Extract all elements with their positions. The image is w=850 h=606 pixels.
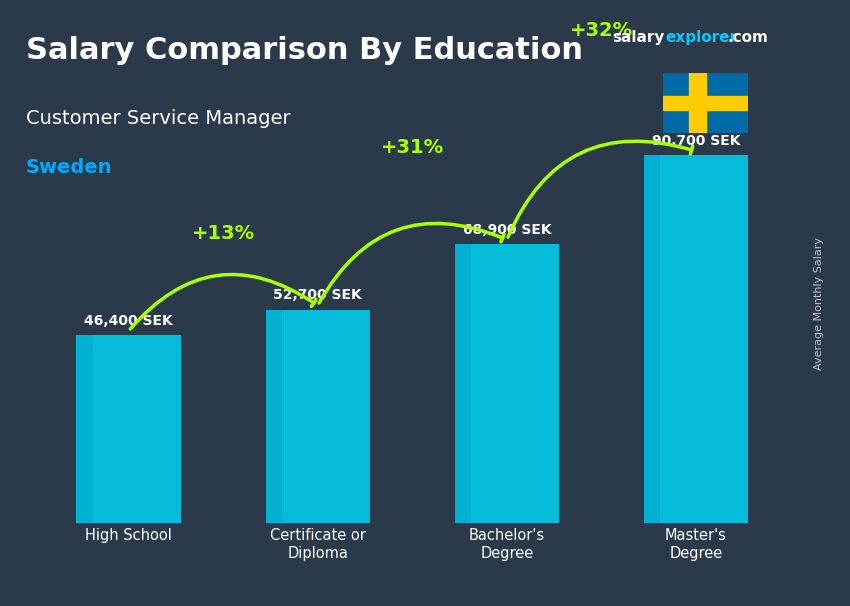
Text: 90,700 SEK: 90,700 SEK (652, 134, 740, 148)
Bar (663, 96, 748, 110)
Bar (688, 73, 705, 133)
Bar (456, 244, 471, 524)
Text: Average Monthly Salary: Average Monthly Salary (814, 236, 824, 370)
Bar (76, 335, 180, 524)
Text: +31%: +31% (381, 138, 444, 158)
Text: explorer: explorer (666, 30, 738, 45)
Text: Salary Comparison By Education: Salary Comparison By Education (26, 36, 582, 65)
Text: Customer Service Manager: Customer Service Manager (26, 109, 290, 128)
Text: Sweden: Sweden (26, 158, 112, 176)
Text: 46,400 SEK: 46,400 SEK (84, 314, 173, 328)
Bar (455, 244, 558, 524)
Bar (644, 155, 660, 524)
Text: .com: .com (728, 30, 768, 45)
Bar (266, 310, 370, 524)
Text: 52,700 SEK: 52,700 SEK (274, 288, 362, 302)
Text: 68,900 SEK: 68,900 SEK (462, 222, 551, 236)
Text: salary: salary (612, 30, 665, 45)
Text: +32%: +32% (570, 21, 633, 41)
Text: +13%: +13% (191, 224, 255, 243)
Bar (77, 335, 93, 524)
Bar (266, 310, 281, 524)
Bar (644, 155, 748, 524)
